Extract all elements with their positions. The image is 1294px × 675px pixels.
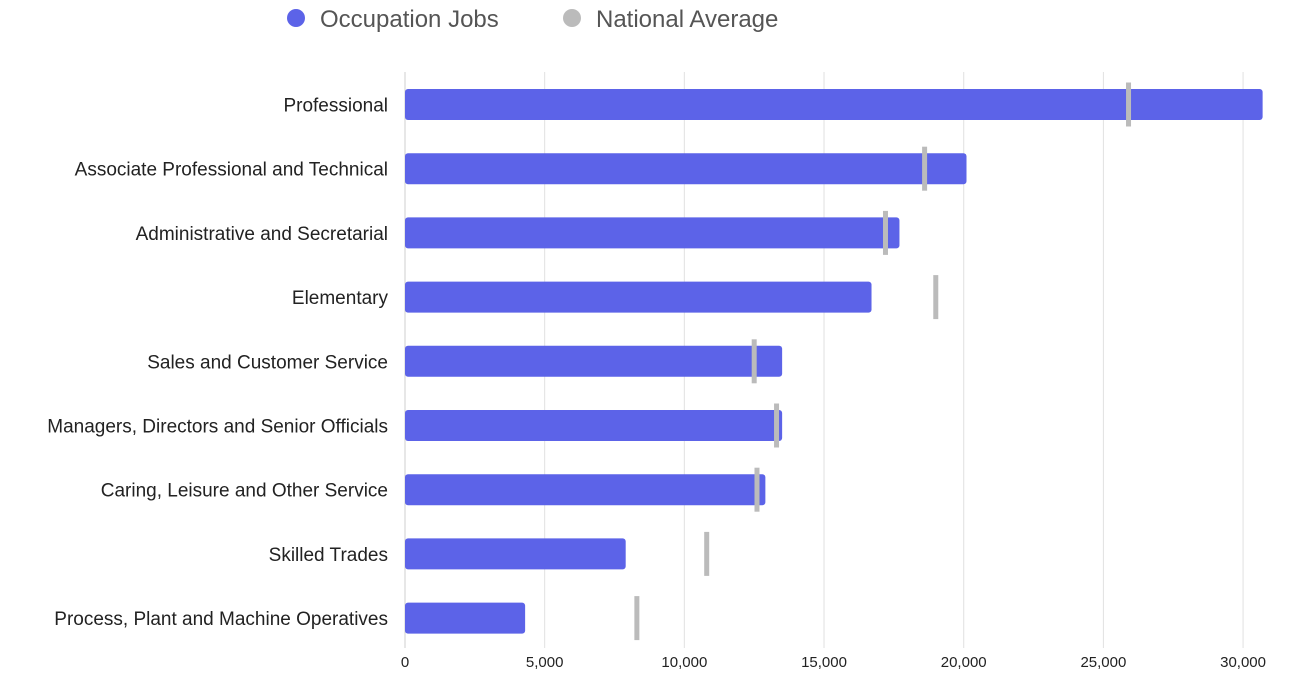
legend: Occupation Jobs National Average bbox=[287, 6, 778, 33]
x-tick-label: 30,000 bbox=[1220, 654, 1266, 671]
x-tick-label: 15,000 bbox=[801, 654, 847, 671]
bar-occupation-jobs bbox=[405, 345, 783, 377]
bar-occupation-jobs bbox=[405, 538, 626, 570]
bars-group bbox=[405, 89, 1263, 634]
bar-occupation-jobs bbox=[405, 217, 900, 249]
category-label: Associate Professional and Technical bbox=[75, 160, 388, 181]
category-label: Administrative and Secretarial bbox=[136, 224, 388, 245]
legend-national-average-marker bbox=[563, 9, 581, 27]
bar-occupation-jobs bbox=[405, 410, 783, 441]
average-ticks-group bbox=[634, 82, 1132, 641]
x-tick-label: 25,000 bbox=[1080, 654, 1126, 671]
tick-national-average bbox=[754, 467, 760, 512]
bar-occupation-jobs bbox=[405, 602, 526, 634]
tick-national-average bbox=[774, 403, 780, 448]
category-label: Caring, Leisure and Other Service bbox=[101, 481, 388, 502]
category-label: Professional bbox=[283, 96, 388, 117]
tick-national-average bbox=[922, 146, 928, 191]
tick-national-average bbox=[933, 275, 939, 320]
category-label: Sales and Customer Service bbox=[147, 352, 388, 373]
tick-national-average bbox=[882, 210, 888, 255]
x-tick-label: 5,000 bbox=[526, 654, 564, 671]
legend-national-average-label: National Average bbox=[596, 6, 778, 33]
legend-occupation-jobs-marker bbox=[287, 9, 305, 27]
bar-occupation-jobs bbox=[405, 89, 1263, 120]
category-label: Managers, Directors and Senior Officials bbox=[47, 417, 388, 438]
bar-occupation-jobs bbox=[405, 153, 967, 185]
tick-national-average bbox=[751, 339, 757, 384]
legend-occupation-jobs-label: Occupation Jobs bbox=[320, 6, 499, 33]
tick-national-average bbox=[704, 531, 710, 576]
category-labels: Professional Associate Professional and T… bbox=[47, 96, 388, 631]
x-tick-label: 10,000 bbox=[661, 654, 707, 671]
tick-national-average bbox=[634, 596, 640, 641]
x-axis-labels: 0 5,000 10,000 15,000 20,000 25,000 30,000 bbox=[401, 654, 1266, 671]
category-label: Elementary bbox=[292, 288, 389, 309]
x-tick-label: 20,000 bbox=[941, 654, 987, 671]
bar-occupation-jobs bbox=[405, 474, 766, 506]
x-tick-label: 0 bbox=[401, 654, 409, 671]
bar-occupation-jobs bbox=[405, 281, 872, 313]
tick-national-average bbox=[1126, 82, 1132, 127]
category-label: Process, Plant and Machine Operatives bbox=[54, 609, 388, 630]
category-label: Skilled Trades bbox=[269, 545, 388, 566]
